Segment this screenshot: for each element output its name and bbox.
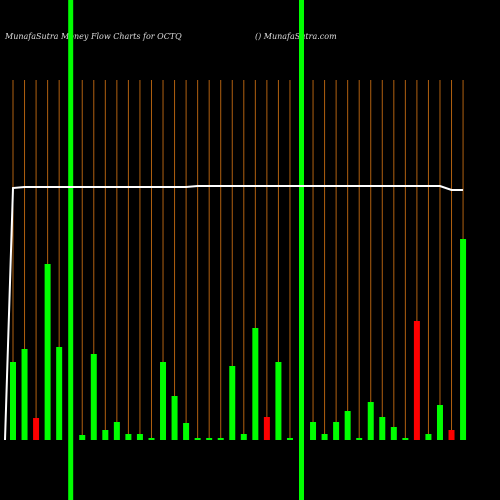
bar [286, 438, 293, 440]
bar [413, 321, 420, 440]
chart-subtitle: () MunafaSutra.com [255, 32, 337, 41]
bar [275, 362, 282, 440]
bar [252, 328, 259, 440]
bar [171, 396, 178, 440]
bar [217, 438, 224, 440]
bar [160, 362, 167, 440]
bar [21, 349, 28, 440]
bar [379, 417, 386, 440]
bar [310, 422, 317, 440]
bar [344, 411, 351, 440]
bar [206, 438, 213, 440]
bar [448, 430, 455, 440]
highlight-bar [68, 0, 74, 500]
bar [113, 422, 120, 440]
bar [33, 418, 40, 440]
bar [56, 347, 63, 440]
bar [102, 430, 109, 440]
bar [240, 434, 247, 440]
bar [425, 434, 432, 440]
bar [436, 405, 443, 440]
money-flow-line [4, 185, 464, 441]
bar [460, 239, 467, 440]
bar [148, 438, 155, 440]
bar [402, 438, 409, 440]
bar [90, 354, 97, 440]
bar [183, 423, 190, 440]
bar [10, 362, 16, 440]
bar [125, 434, 132, 440]
highlight-bar [299, 0, 304, 500]
bar [263, 417, 270, 440]
bar [390, 427, 397, 440]
bar [194, 438, 201, 440]
bar [136, 434, 143, 440]
bar [356, 438, 363, 440]
bar [229, 366, 236, 440]
bar [44, 264, 51, 440]
chart-title: MunafaSutra Money Flow Charts for OCTQ [4, 32, 182, 41]
bar [367, 402, 374, 440]
bar [321, 434, 328, 440]
bar [333, 422, 340, 440]
bar [79, 435, 86, 440]
